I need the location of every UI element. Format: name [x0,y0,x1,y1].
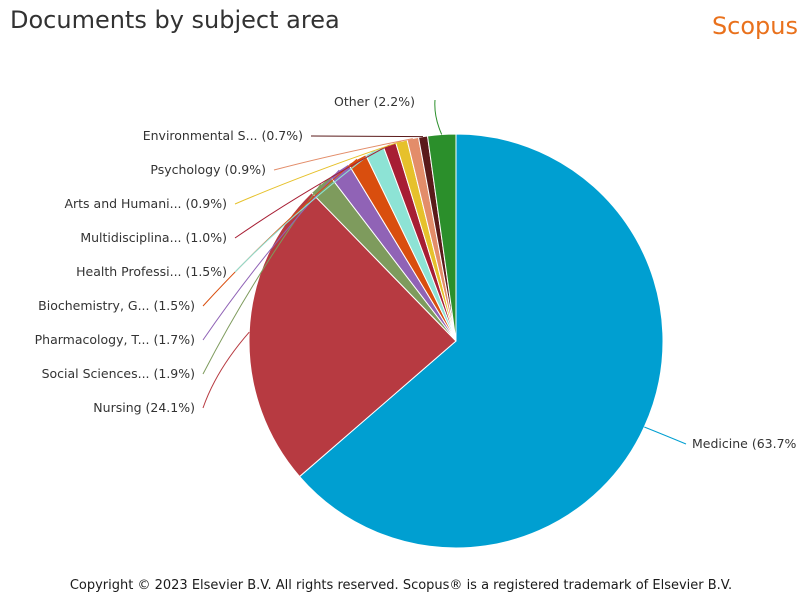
connector-arts-and-humani [234,140,402,205]
slice-label-medicine: Medicine (63.7% [692,436,797,451]
page-title: Documents by subject area [10,6,340,34]
slice-label-health-professi: Health Professi... (1.5%) [76,264,227,279]
connector-environmental-s [310,135,424,138]
connector-psychology [273,138,413,171]
pie-slice-other[interactable] [426,133,457,342]
connector-health-professi [234,150,375,273]
slice-label-psychology: Psychology (0.9%) [150,162,266,177]
connector-nursing [202,331,250,409]
slice-label-pharmacology-t: Pharmacology, T... (1.7%) [35,332,195,347]
slice-label-nursing: Nursing (24.1%) [93,400,195,415]
slice-label-multidisciplina: Multidisciplina... (1.0%) [80,230,227,245]
slice-label-social-sciences: Social Sciences... (1.9%) [42,366,195,381]
scopus-logo[interactable]: Scopus [711,12,798,40]
slice-label-arts-and-humani: Arts and Humani... (0.9%) [64,196,227,211]
connector-biochemistry-g [202,158,358,307]
pie-slice-medicine[interactable] [298,133,664,549]
slice-label-environmental-s: Environmental S... (0.7%) [143,128,303,143]
connector-medicine [644,426,687,445]
slice-label-biochemistry-g: Biochemistry, G... (1.5%) [38,298,195,313]
copyright-footer: Copyright © 2023 Elsevier B.V. All right… [69,578,733,593]
connector-multidisciplina [234,144,390,239]
connector-other [434,99,443,135]
slice-label-other: Other (2.2%) [334,94,415,109]
